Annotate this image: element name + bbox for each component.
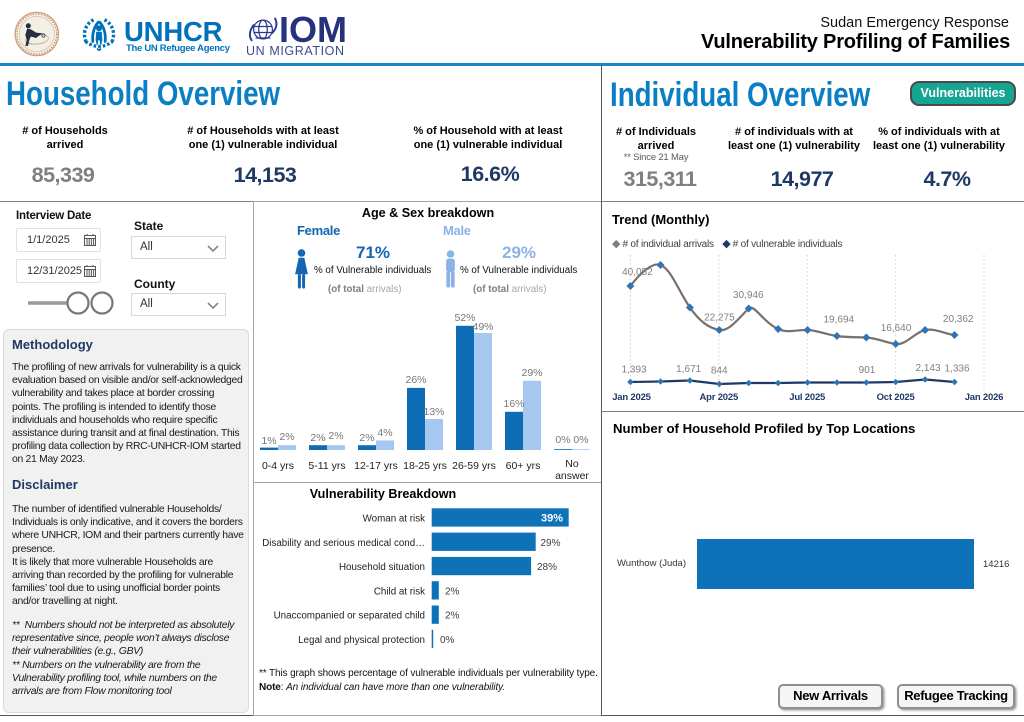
svg-text:30,946: 30,946 [733,290,764,301]
svg-text:26-59 yrs: 26-59 yrs [452,460,496,472]
svg-text:0%: 0% [440,635,455,646]
svg-text:49%: 49% [472,321,493,333]
svg-text:20,362: 20,362 [943,314,974,325]
svg-text:No: No [565,458,579,470]
svg-text:0%: 0% [555,434,570,446]
svg-text:844: 844 [711,366,728,377]
svg-text:2,143: 2,143 [915,363,940,374]
svg-text:Child at risk: Child at risk [374,586,425,597]
svg-text:1%: 1% [261,435,276,447]
svg-text:Jan 2026: Jan 2026 [965,392,1004,403]
svg-text:26%: 26% [405,374,426,386]
svg-text:Jul 2025: Jul 2025 [789,392,826,403]
svg-text:answer: answer [555,470,589,482]
svg-text:1,336: 1,336 [944,364,969,375]
svg-text:16%: 16% [503,398,524,410]
svg-text:Unaccompanied or separated chi: Unaccompanied or separated child [274,611,425,622]
svg-text:2%: 2% [359,432,374,444]
svg-text:1,671: 1,671 [676,364,701,375]
svg-text:29%: 29% [541,538,561,549]
svg-text:2%: 2% [445,586,460,597]
svg-text:4%: 4% [377,427,392,439]
svg-text:39%: 39% [541,513,563,525]
svg-text:0-4 yrs: 0-4 yrs [262,460,294,472]
svg-text:Disability and serious medical: Disability and serious medical cond… [262,538,425,549]
svg-text:2%: 2% [279,431,294,443]
svg-text:40,052: 40,052 [622,267,653,278]
svg-text:19,694: 19,694 [824,315,855,326]
svg-text:0%: 0% [573,434,588,446]
svg-text:1,393: 1,393 [622,365,647,376]
svg-text:Woman at risk: Woman at risk [363,514,426,525]
svg-text:901: 901 [859,365,876,376]
svg-text:60+ yrs: 60+ yrs [506,460,541,472]
svg-text:18-25 yrs: 18-25 yrs [403,460,447,472]
svg-text:5-11 yrs: 5-11 yrs [308,460,345,472]
svg-text:22,275: 22,275 [704,312,735,323]
svg-text:2%: 2% [445,611,460,622]
svg-text:16,640: 16,640 [881,323,912,334]
svg-text:12-17 yrs: 12-17 yrs [354,460,398,472]
svg-text:Household situation: Household situation [339,562,425,573]
svg-text:52%: 52% [454,312,475,324]
svg-text:Oct 2025: Oct 2025 [877,392,916,403]
svg-text:Jan 2025: Jan 2025 [612,392,651,403]
svg-text:2%: 2% [310,432,325,444]
svg-text:28%: 28% [537,562,557,573]
svg-text:Legal and physical protection: Legal and physical protection [298,635,425,646]
svg-text:29%: 29% [521,367,542,379]
svg-text:13%: 13% [423,406,444,418]
svg-text:2%: 2% [328,430,343,442]
svg-text:Apr 2025: Apr 2025 [700,392,739,403]
